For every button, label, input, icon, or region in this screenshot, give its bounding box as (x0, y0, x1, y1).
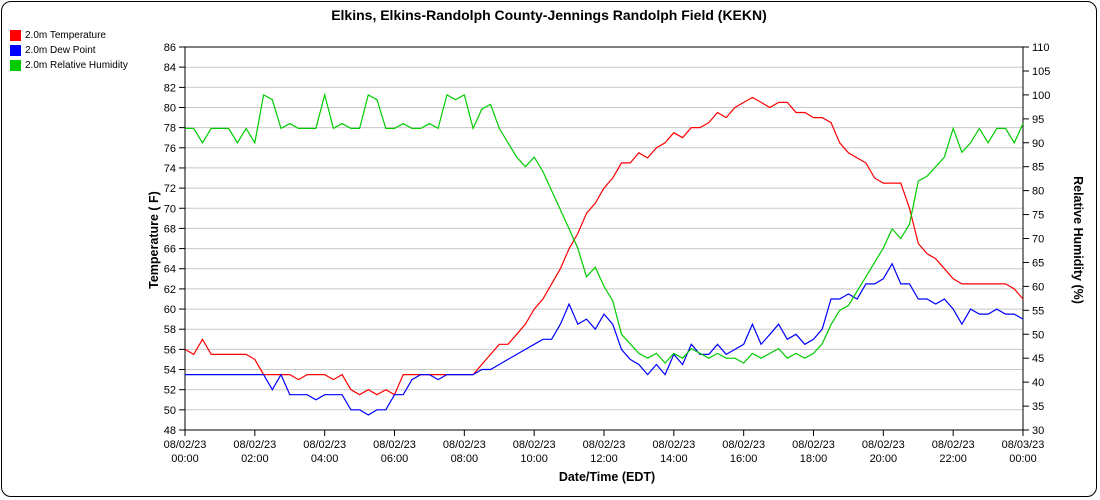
svg-text:08/02/23: 08/02/23 (233, 439, 276, 451)
x-axis-title: Date/Time (EDT) (558, 470, 656, 484)
svg-text:110: 110 (1032, 42, 1050, 54)
svg-text:100: 100 (1032, 90, 1050, 102)
svg-text:08/02/23: 08/02/23 (583, 439, 626, 451)
svg-text:45: 45 (1032, 353, 1044, 365)
svg-text:08/02/23: 08/02/23 (303, 439, 346, 451)
svg-text:78: 78 (164, 123, 176, 135)
svg-text:52: 52 (164, 385, 176, 397)
svg-text:08/02/23: 08/02/23 (792, 439, 835, 451)
svg-text:56: 56 (164, 344, 176, 356)
svg-text:02:00: 02:00 (241, 453, 269, 465)
svg-text:08/02/23: 08/02/23 (443, 439, 486, 451)
svg-text:04:00: 04:00 (311, 453, 339, 465)
svg-text:00:00: 00:00 (171, 453, 199, 465)
svg-text:70: 70 (1032, 234, 1044, 246)
svg-text:08/02/23: 08/02/23 (513, 439, 556, 451)
svg-text:08/02/23: 08/02/23 (722, 439, 765, 451)
svg-text:74: 74 (164, 163, 176, 175)
svg-text:48: 48 (164, 425, 176, 437)
svg-text:40: 40 (1032, 377, 1044, 389)
svg-text:105: 105 (1032, 66, 1050, 78)
svg-text:58: 58 (164, 324, 176, 336)
svg-text:08/02/23: 08/02/23 (164, 439, 207, 451)
legend-item-dewpoint: 2.0m Dew Point (10, 43, 128, 58)
svg-text:55: 55 (1032, 305, 1044, 317)
svg-text:08/03/23: 08/03/23 (1002, 439, 1045, 451)
svg-text:66: 66 (164, 244, 176, 256)
svg-text:14:00: 14:00 (660, 453, 688, 465)
svg-text:65: 65 (1032, 257, 1044, 269)
svg-text:08/02/23: 08/02/23 (862, 439, 905, 451)
legend: 2.0m Temperature 2.0m Dew Point 2.0m Rel… (10, 28, 128, 73)
svg-text:10:00: 10:00 (520, 453, 548, 465)
svg-text:84: 84 (164, 62, 176, 74)
svg-text:30: 30 (1032, 425, 1044, 437)
svg-text:90: 90 (1032, 138, 1044, 150)
svg-text:16:00: 16:00 (730, 453, 758, 465)
svg-text:22:00: 22:00 (939, 453, 967, 465)
humidity-swatch-icon (10, 60, 21, 71)
svg-text:54: 54 (164, 365, 176, 377)
svg-text:95: 95 (1032, 114, 1044, 126)
svg-text:08/02/23: 08/02/23 (932, 439, 975, 451)
svg-text:64: 64 (164, 264, 176, 276)
svg-text:82: 82 (164, 82, 176, 94)
legend-label-dewpoint: 2.0m Dew Point (25, 45, 96, 56)
svg-text:08:00: 08:00 (451, 453, 479, 465)
svg-text:60: 60 (1032, 281, 1044, 293)
svg-text:68: 68 (164, 223, 176, 235)
svg-text:86: 86 (164, 42, 176, 54)
svg-text:50: 50 (164, 405, 176, 417)
legend-label-temperature: 2.0m Temperature (25, 30, 106, 41)
svg-text:08/02/23: 08/02/23 (652, 439, 695, 451)
svg-text:62: 62 (164, 284, 176, 296)
legend-label-humidity: 2.0m Relative Humidity (25, 60, 128, 71)
svg-text:80: 80 (1032, 186, 1044, 198)
svg-text:60: 60 (164, 304, 176, 316)
chart-title: Elkins, Elkins-Randolph County-Jennings … (331, 7, 767, 23)
svg-text:85: 85 (1032, 162, 1044, 174)
dewpoint-swatch-icon (10, 45, 21, 56)
svg-text:08/02/23: 08/02/23 (373, 439, 416, 451)
svg-text:80: 80 (164, 102, 176, 114)
svg-text:70: 70 (164, 203, 176, 215)
svg-text:72: 72 (164, 183, 176, 195)
svg-text:35: 35 (1032, 401, 1044, 413)
svg-text:50: 50 (1032, 329, 1044, 341)
legend-item-temperature: 2.0m Temperature (10, 28, 128, 43)
svg-text:20:00: 20:00 (870, 453, 898, 465)
svg-text:06:00: 06:00 (381, 453, 409, 465)
svg-text:12:00: 12:00 (590, 453, 618, 465)
temperature-swatch-icon (10, 30, 21, 41)
legend-item-humidity: 2.0m Relative Humidity (10, 58, 128, 73)
svg-text:18:00: 18:00 (800, 453, 828, 465)
svg-text:75: 75 (1032, 210, 1044, 222)
svg-text:00:00: 00:00 (1009, 453, 1037, 465)
svg-text:76: 76 (164, 143, 176, 155)
